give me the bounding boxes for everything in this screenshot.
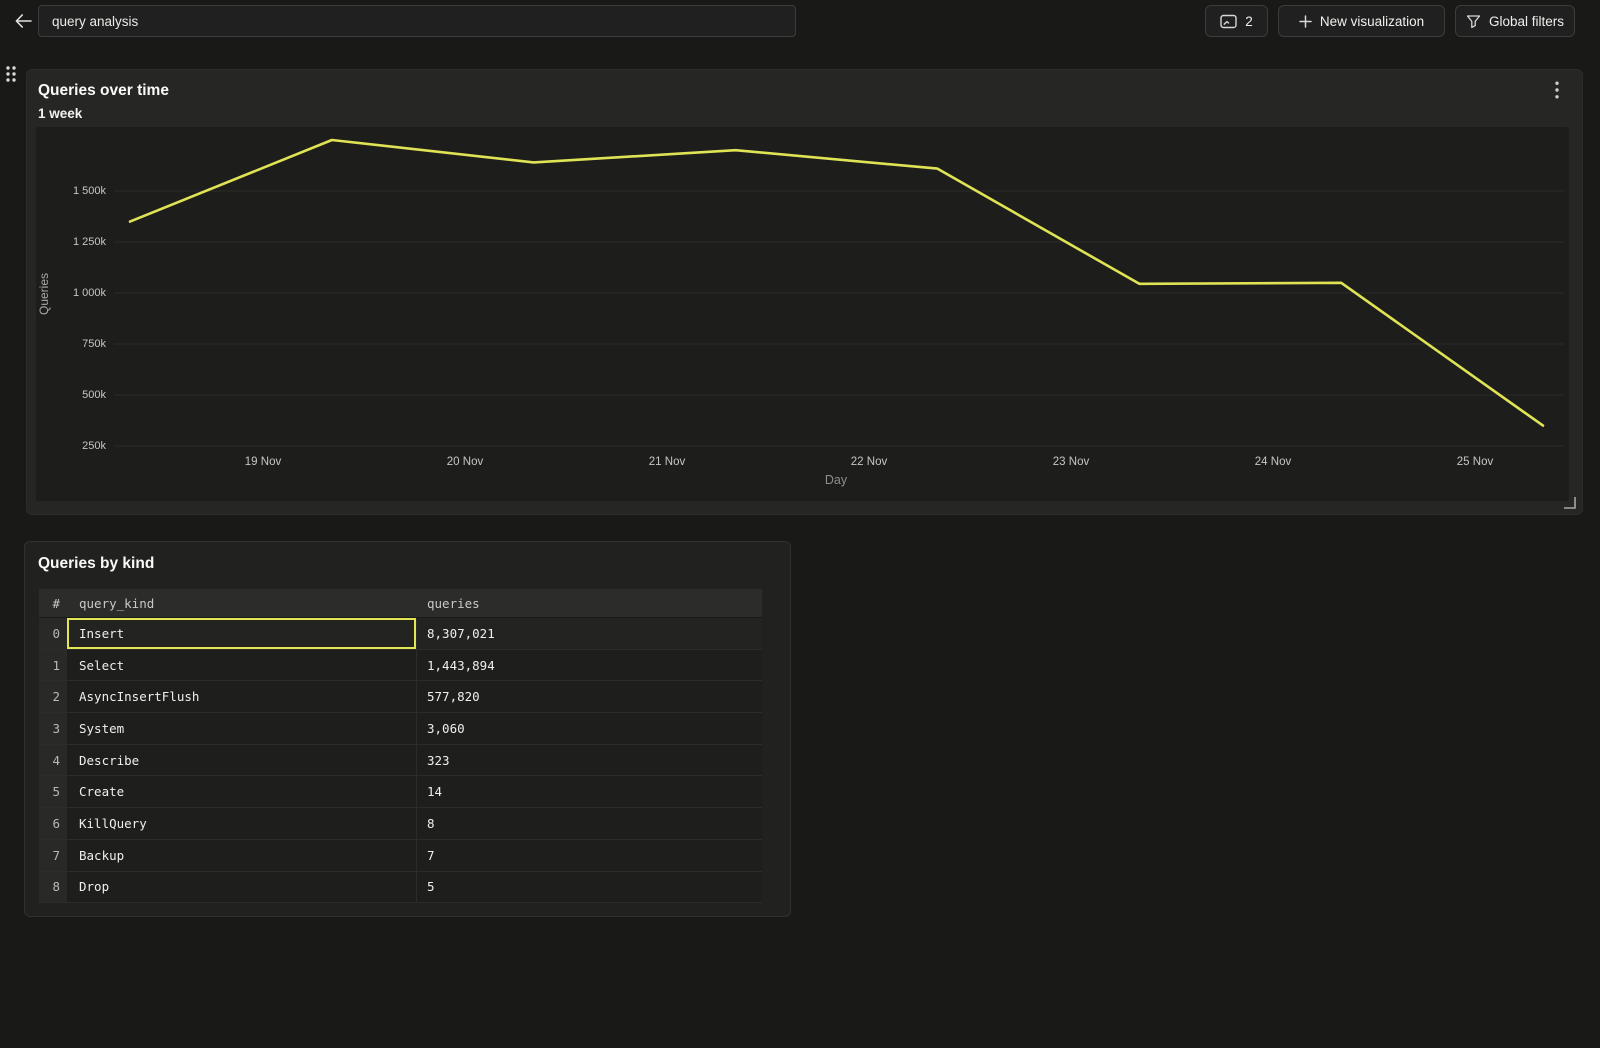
queries-value-cell[interactable]: 3,060 xyxy=(416,713,762,744)
new-visualization-label: New visualization xyxy=(1319,13,1425,29)
x-tick-label: 25 Nov xyxy=(1456,456,1494,468)
x-tick-label: 20 Nov xyxy=(446,456,484,468)
kebab-vertical-icon xyxy=(1555,81,1559,99)
row-index-cell[interactable]: 8 xyxy=(39,871,67,903)
y-tick-label: 1 000k xyxy=(72,286,106,299)
queries-value-cell[interactable]: 14 xyxy=(416,776,762,808)
query-kind-cell[interactable]: System xyxy=(79,720,125,736)
table-header-row: # query_kind queries xyxy=(39,589,762,618)
queries-value-cell[interactable]: 323 xyxy=(416,744,762,776)
queries-line-chart xyxy=(114,138,1564,447)
table-row[interactable]: 5 Create 14 xyxy=(39,776,762,809)
row-index-cell[interactable]: 0 xyxy=(39,618,67,649)
x-tick-label: 23 Nov xyxy=(1052,456,1090,468)
global-filters-label: Global filters xyxy=(1488,13,1565,29)
query-kind-cell[interactable]: Select xyxy=(79,657,125,673)
x-tick-label: 19 Nov xyxy=(244,456,282,468)
panel-drag-handle[interactable] xyxy=(4,64,26,88)
query-kind-cell[interactable]: Create xyxy=(79,784,125,800)
row-index-cell[interactable]: 5 xyxy=(39,776,67,808)
series-line-queries xyxy=(128,138,1545,427)
queries-value-cell[interactable]: 5 xyxy=(416,871,762,903)
table-body: 0 Insert 8,307,021 1 Select 1,443,894 2 AsyncIn… xyxy=(39,618,762,904)
back-button[interactable] xyxy=(10,8,36,34)
top-bar: 2 New visualization Global filters xyxy=(0,0,1600,42)
table-row[interactable]: 0 Insert 8,307,021 xyxy=(39,618,762,650)
queries-value-cell[interactable]: 577,820 xyxy=(416,681,762,713)
table-row[interactable]: 7 Backup 7 xyxy=(39,839,762,872)
queries-value-cell[interactable]: 8 xyxy=(416,808,762,839)
query-kind-cell[interactable]: AsyncInsertFlush xyxy=(79,689,200,705)
chart-title: Queries over time xyxy=(38,82,169,99)
column-header-queries: queries xyxy=(416,595,762,611)
resize-grip-icon xyxy=(1564,497,1576,509)
x-tick-label: 21 Nov xyxy=(648,456,686,468)
x-axis-label: Day xyxy=(824,473,848,487)
x-tick-label: 24 Nov xyxy=(1254,456,1292,468)
row-index-cell[interactable]: 1 xyxy=(39,649,67,681)
queries-value-cell[interactable]: 7 xyxy=(416,839,762,871)
queries-by-kind-table: # query_kind queries 0 Insert 8,307,021 1 Se… xyxy=(39,589,762,904)
queries-value-cell[interactable]: 1,443,894 xyxy=(416,649,762,681)
row-index-cell[interactable]: 7 xyxy=(39,839,67,871)
table-panel: Queries by kind # query_kind queries 0 In… xyxy=(24,541,791,917)
chart-subtitle: 1 week xyxy=(38,106,83,121)
table-row[interactable]: 2 AsyncInsertFlush 577,820 xyxy=(39,681,762,714)
y-tick-label: 1 250k xyxy=(72,235,106,248)
arrow-left-icon xyxy=(15,14,32,28)
column-header-index: # xyxy=(52,595,60,611)
row-index-cell[interactable]: 2 xyxy=(39,681,67,713)
panel-frame-icon xyxy=(1220,14,1237,28)
table-row[interactable]: 3 System 3,060 xyxy=(39,713,762,745)
query-kind-cell[interactable]: Insert xyxy=(67,618,416,649)
query-kind-cell[interactable]: KillQuery xyxy=(79,815,147,831)
column-header-kind: query_kind xyxy=(79,595,155,611)
global-filters-button[interactable]: Global filters xyxy=(1455,5,1575,37)
chart-menu-button[interactable] xyxy=(1548,80,1566,100)
table-row[interactable]: 8 Drop 5 xyxy=(39,871,762,904)
table-row[interactable]: 4 Describe 323 xyxy=(39,744,762,777)
x-tick-label: 22 Nov xyxy=(850,456,888,468)
query-kind-cell[interactable]: Backup xyxy=(79,847,125,863)
panels-count-label: 2 xyxy=(1245,13,1253,29)
table-row[interactable]: 1 Select 1,443,894 xyxy=(39,649,762,682)
row-index-cell[interactable]: 4 xyxy=(39,744,67,776)
row-index-cell[interactable]: 6 xyxy=(39,808,67,839)
y-tick-label: 500k xyxy=(82,388,106,401)
new-visualization-button[interactable]: New visualization xyxy=(1278,5,1445,37)
table-row[interactable]: 6 KillQuery 8 xyxy=(39,808,762,840)
y-tick-label: 250k xyxy=(82,439,106,452)
funnel-icon xyxy=(1466,14,1481,28)
panels-count-button[interactable]: 2 xyxy=(1205,5,1268,37)
dashboard-title-input[interactable] xyxy=(38,5,796,37)
table-title: Queries by kind xyxy=(38,555,155,572)
chart-panel: Queries over time 1 week Queries Day 1 5… xyxy=(26,69,1583,515)
y-tick-label: 1 500k xyxy=(72,184,106,197)
plus-icon xyxy=(1299,14,1312,28)
line-chart-plot: Queries Day 1 500k 1 250k 1 000k 750k 500k 25… xyxy=(36,127,1569,501)
y-tick-label: 750k xyxy=(82,337,106,350)
panel-resize-grip[interactable] xyxy=(1563,496,1579,512)
drag-handle-icon xyxy=(6,66,16,82)
queries-value-cell[interactable]: 8,307,021 xyxy=(416,618,762,649)
row-index-cell[interactable]: 3 xyxy=(39,713,67,744)
query-kind-cell[interactable]: Describe xyxy=(79,752,140,768)
query-kind-cell[interactable]: Drop xyxy=(79,879,110,895)
